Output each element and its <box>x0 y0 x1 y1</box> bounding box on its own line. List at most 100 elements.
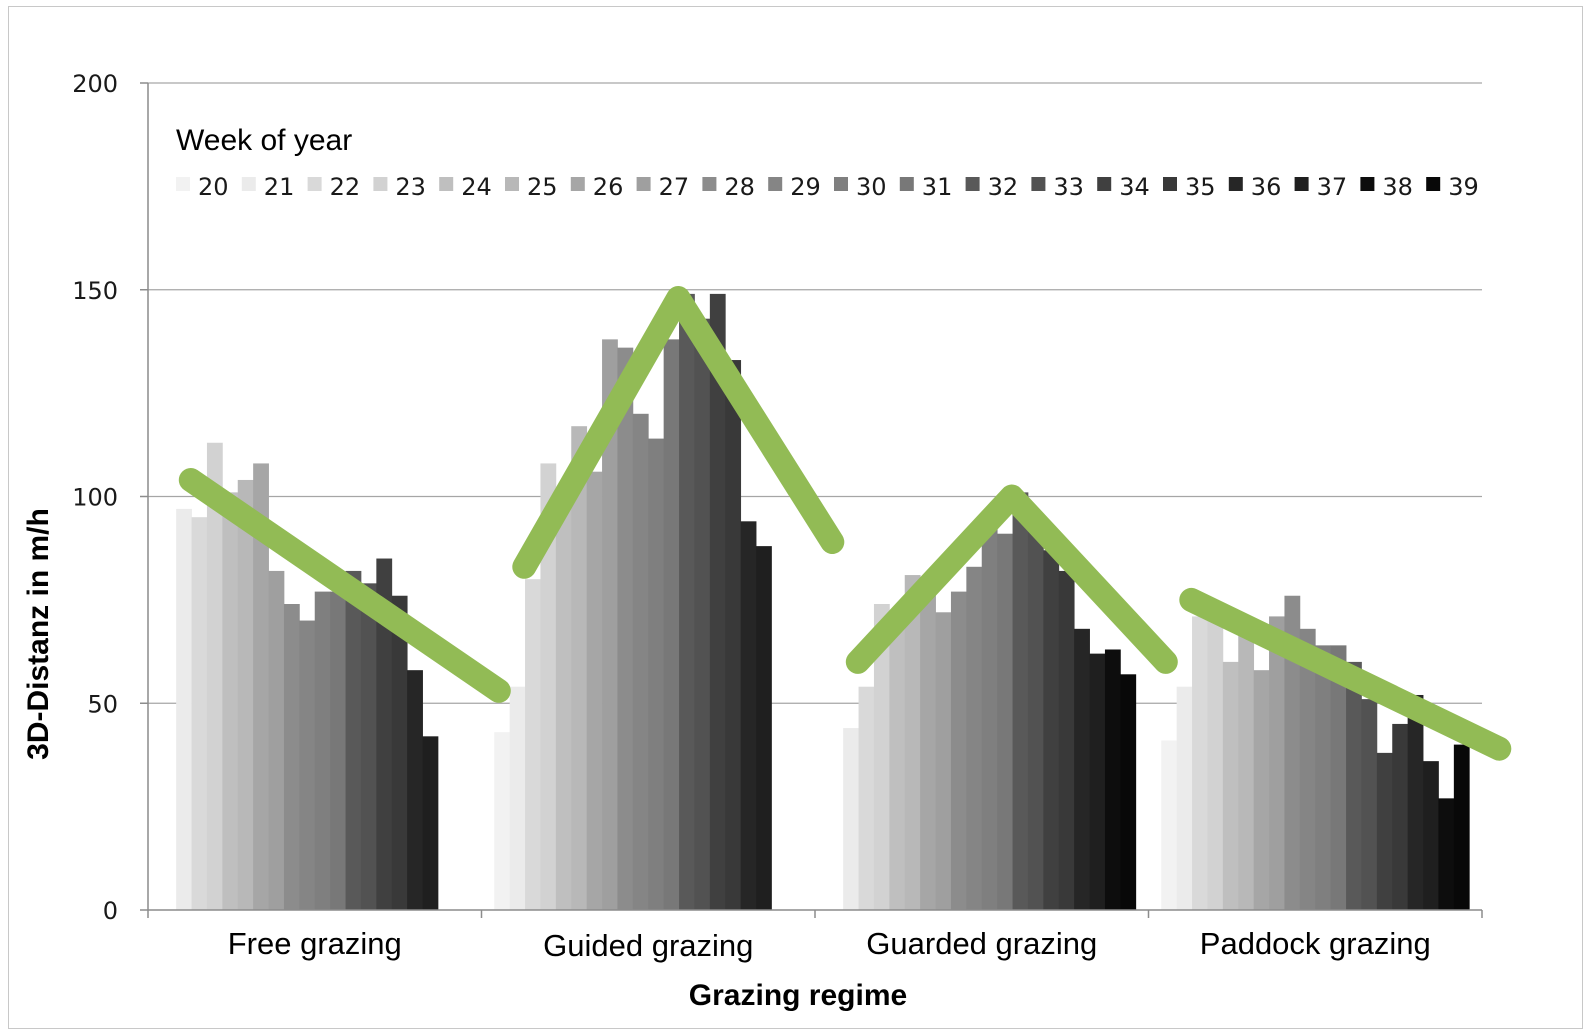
legend: Week of year 20 21 22 23 24 25 26 27 28 29 30 31 32 3… <box>176 124 1479 201</box>
bar-week-21-paddock-grazing <box>1176 686 1193 910</box>
bar-week-25-guarded-grazing <box>904 575 921 910</box>
bar-week-27-free-grazing <box>268 570 285 910</box>
bar-week-22-free-grazing <box>191 517 208 910</box>
bar-week-26-free-grazing <box>253 463 269 910</box>
category-label: Paddock grazing <box>1200 926 1431 961</box>
bar-week-28-guarded-grazing <box>950 591 967 910</box>
bar-week-25-free-grazing <box>237 479 254 910</box>
bar-week-33-free-grazing <box>360 583 377 910</box>
bar-week-34-paddock-grazing <box>1376 752 1393 910</box>
bars <box>176 293 1470 910</box>
legend-swatch-33 <box>1031 177 1046 191</box>
bar-week-32-paddock-grazing <box>1346 661 1362 910</box>
bar-week-31-guided-grazing <box>663 339 680 910</box>
bar-week-39-guarded-grazing <box>1120 674 1137 910</box>
bar-week-24-paddock-grazing <box>1222 661 1239 910</box>
bar-week-37-paddock-grazing <box>1423 761 1439 910</box>
bar-week-30-guided-grazing <box>648 438 665 910</box>
bar-week-36-paddock-grazing <box>1407 694 1424 910</box>
legend-swatch-38 <box>1360 177 1375 191</box>
bar-week-30-paddock-grazing <box>1315 645 1332 910</box>
bar-week-26-guided-grazing <box>586 471 603 910</box>
bar-week-21-guided-grazing <box>509 686 526 910</box>
bar-week-24-guided-grazing <box>555 496 572 910</box>
bar-week-30-guarded-grazing <box>981 513 998 910</box>
bar-week-38-guarded-grazing <box>1104 649 1121 910</box>
y-tick-label: 50 <box>87 690 118 718</box>
bar-week-23-guarded-grazing <box>873 604 890 910</box>
trend-line-free-grazing <box>178 468 511 703</box>
y-tick-labels: 0 50 100 150 200 <box>72 70 118 925</box>
bar-week-28-guided-grazing <box>617 347 634 910</box>
bar-week-33-guarded-grazing <box>1027 529 1044 910</box>
legend-label-37: 37 <box>1317 173 1348 201</box>
bar-week-23-paddock-grazing <box>1207 608 1224 910</box>
x-tick-labels: Free grazing Guided grazing Guarded grazin… <box>228 926 1431 963</box>
bar-week-25-paddock-grazing <box>1238 624 1255 910</box>
bar-week-36-guarded-grazing <box>1074 628 1090 910</box>
legend-swatch-24 <box>439 177 454 191</box>
legend-label-20: 20 <box>198 173 229 201</box>
bar-week-27-guided-grazing <box>602 339 618 910</box>
legend-swatch-30 <box>834 177 848 191</box>
bar-week-37-guarded-grazing <box>1089 653 1106 910</box>
legend-label-21: 21 <box>264 173 295 201</box>
bar-week-35-paddock-grazing <box>1392 723 1409 910</box>
bar-week-20-paddock-grazing <box>1161 740 1178 910</box>
category-label: Guided grazing <box>543 928 753 963</box>
legend-label-27: 27 <box>659 173 690 201</box>
legend-swatch-28 <box>702 177 717 191</box>
bar-week-21-guarded-grazing <box>843 728 859 910</box>
bar-week-31-free-grazing <box>330 591 346 910</box>
legend-label-25: 25 <box>527 173 558 201</box>
legend-swatch-31 <box>899 177 914 191</box>
bar-week-34-guided-grazing <box>709 293 726 910</box>
legend-swatch-26 <box>570 177 585 191</box>
bar-week-30-free-grazing <box>314 591 331 910</box>
legend-swatch-23 <box>373 177 388 191</box>
bar-week-28-free-grazing <box>283 604 300 910</box>
bar-week-35-guarded-grazing <box>1058 570 1075 910</box>
bar-week-26-guarded-grazing <box>920 579 936 910</box>
legend-label-22: 22 <box>330 173 361 201</box>
legend-label-35: 35 <box>1185 173 1216 201</box>
bar-week-21-free-grazing <box>176 508 192 910</box>
trend-line-guarded-grazing <box>845 484 1178 674</box>
trend-line-paddock-grazing <box>1179 587 1512 761</box>
bar-week-29-paddock-grazing <box>1299 628 1316 910</box>
y-tick-label: 200 <box>72 70 118 98</box>
bar-week-22-guided-grazing <box>525 579 541 910</box>
bar-week-34-guarded-grazing <box>1043 550 1060 910</box>
legend-swatch-36 <box>1228 177 1243 191</box>
legend-label-38: 38 <box>1382 173 1413 201</box>
legend-swatch-20 <box>176 177 190 191</box>
bar-week-29-guarded-grazing <box>966 566 983 910</box>
bar-week-31-paddock-grazing <box>1330 645 1347 910</box>
bar-week-23-free-grazing <box>206 442 223 910</box>
legend-swatch-35 <box>1163 177 1177 191</box>
bar-week-36-guided-grazing <box>740 521 757 910</box>
y-axis-title: 3D-Distanz in m/h <box>22 508 55 760</box>
bar-week-32-free-grazing <box>345 570 362 910</box>
bar-week-39-paddock-grazing <box>1453 744 1470 910</box>
bar-week-35-free-grazing <box>391 595 408 910</box>
bar-week-32-guarded-grazing <box>1012 492 1029 910</box>
bar-week-34-free-grazing <box>376 558 393 910</box>
legend-swatch-21 <box>241 177 256 191</box>
legend-label-32: 32 <box>988 173 1019 201</box>
y-tick-label: 150 <box>72 277 118 305</box>
legend-swatch-34 <box>1097 177 1112 191</box>
bar-week-29-guided-grazing <box>632 413 649 910</box>
legend-swatch-22 <box>307 177 322 191</box>
bar-week-23-guided-grazing <box>540 463 557 910</box>
bar-week-31-guarded-grazing <box>997 533 1013 910</box>
bar-week-28-paddock-grazing <box>1284 595 1301 910</box>
category-label: Guarded grazing <box>866 926 1097 961</box>
bar-week-27-guarded-grazing <box>935 612 952 910</box>
legend-label-33: 33 <box>1053 173 1084 201</box>
bar-week-35-guided-grazing <box>725 360 742 910</box>
legend-label-30: 30 <box>856 173 887 201</box>
bar-week-22-paddock-grazing <box>1192 616 1208 910</box>
bar-week-32-guided-grazing <box>679 293 695 910</box>
bar-week-22-guarded-grazing <box>858 686 875 910</box>
